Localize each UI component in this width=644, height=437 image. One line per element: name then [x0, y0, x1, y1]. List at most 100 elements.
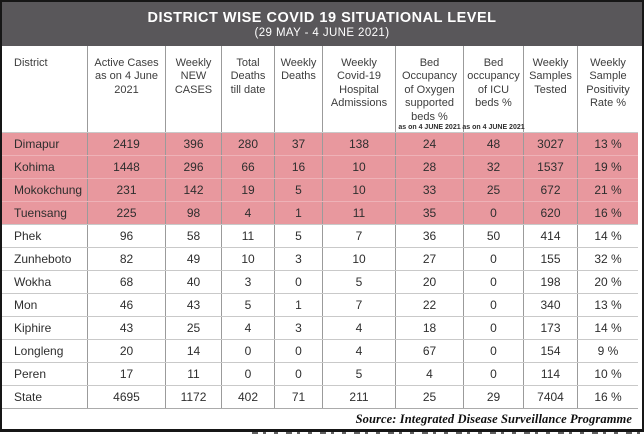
value-cell: 14 %	[594, 321, 622, 335]
district-cell: Kohima	[2, 156, 88, 178]
value-cell: 68	[88, 271, 166, 293]
figure-date-range: (29 MAY - 4 JUNE 2021)	[254, 26, 390, 39]
value-cell: 0	[275, 271, 323, 293]
value-cell: 25	[464, 179, 524, 201]
value-cell: 25	[396, 386, 464, 408]
value-cell: 4	[323, 340, 396, 362]
value-cell: 3	[275, 317, 323, 339]
table-row: Zunheboto 82 49 10 3 10 27 0 155 32 %	[2, 247, 638, 270]
value-cell: 5	[323, 271, 396, 293]
table-header-row: District Active Cases as on 4 June 2021 …	[2, 46, 638, 136]
table-row: Wokha 68 40 3 0 5 20 0 198 20 %	[2, 270, 638, 293]
value-cell: 3	[222, 271, 275, 293]
value-cell: 414	[524, 225, 578, 247]
column-header-oxygen-bed-occupancy: Bed Occupancy of Oxygen supported beds %…	[396, 46, 464, 136]
value-cell: 142	[166, 179, 222, 201]
value-cell: 672	[524, 179, 578, 201]
value-cell: 0	[464, 317, 524, 339]
district-cell: Mon	[2, 294, 88, 316]
table-row: Peren 17 11 0 0 5 4 0 114 10 %	[2, 362, 638, 385]
value-cell: 96	[88, 225, 166, 247]
value-cell: 10	[323, 156, 396, 178]
value-cell: 11	[323, 202, 396, 224]
value-cell: 0	[275, 363, 323, 385]
table-row: Tuensang 225 98 4 1 11 35 0 620 16 %	[2, 201, 638, 224]
value-cell: 13 %	[594, 137, 622, 151]
district-cell: Wokha	[2, 271, 88, 293]
column-header-active-cases: Active Cases as on 4 June 2021	[88, 46, 166, 136]
value-cell: 10	[222, 248, 275, 270]
value-cell: 16	[275, 156, 323, 178]
value-cell: 296	[166, 156, 222, 178]
value-cell: 33	[396, 179, 464, 201]
district-cell: Tuensang	[2, 202, 88, 224]
value-cell: 4	[323, 317, 396, 339]
value-cell: 20	[88, 340, 166, 362]
value-cell: 7404	[524, 386, 578, 408]
value-cell: 19	[222, 179, 275, 201]
value-cell: 16 %	[594, 390, 622, 404]
value-cell: 2419	[88, 133, 166, 155]
value-cell: 3	[275, 248, 323, 270]
value-cell: 198	[524, 271, 578, 293]
value-cell: 10	[323, 248, 396, 270]
value-cell: 17	[88, 363, 166, 385]
cropped-text-remnant	[252, 432, 640, 434]
value-cell: 1	[275, 294, 323, 316]
value-cell: 66	[222, 156, 275, 178]
value-cell: 19 %	[594, 160, 622, 174]
value-cell: 10 %	[594, 367, 622, 381]
icu-bed-date-note: as on 4 JUNE 2021	[462, 124, 525, 132]
column-header-district: District	[2, 46, 88, 136]
value-cell: 231	[88, 179, 166, 201]
value-cell: 138	[323, 133, 396, 155]
value-cell: 0	[222, 363, 275, 385]
value-cell: 4	[396, 363, 464, 385]
value-cell: 43	[166, 294, 222, 316]
value-cell: 36	[396, 225, 464, 247]
cropped-caption-strip	[0, 432, 644, 437]
value-cell: 24	[396, 133, 464, 155]
district-cell: Peren	[2, 363, 88, 385]
value-cell: 50	[464, 225, 524, 247]
value-cell: 14 %	[594, 229, 622, 243]
table-row: Kohima 1448 296 66 16 10 28 32 1537 19 %	[2, 155, 638, 178]
district-cell: Mokokchung	[2, 179, 88, 201]
column-header-weekly-new-cases: Weekly NEW CASES	[166, 46, 222, 136]
source-row: Source: Integrated Disease Surveillance …	[2, 409, 638, 429]
value-cell: 13 %	[594, 298, 622, 312]
table-row: Kiphire 43 25 4 3 4 18 0 173 14 %	[2, 316, 638, 339]
table-row: Mokokchung 231 142 19 5 10 33 25 672 21 %	[2, 178, 638, 201]
value-cell: 5	[275, 179, 323, 201]
value-cell: 37	[275, 133, 323, 155]
value-cell: 280	[222, 133, 275, 155]
value-cell: 402	[222, 386, 275, 408]
value-cell: 11	[166, 363, 222, 385]
table-row: Dimapur 2419 396 280 37 138 24 48 3027 13 %	[2, 132, 638, 155]
table-row: Mon 46 43 5 1 7 22 0 340 13 %	[2, 293, 638, 316]
value-cell: 0	[464, 294, 524, 316]
value-cell: 620	[524, 202, 578, 224]
district-cell: Dimapur	[2, 133, 88, 155]
value-cell: 49	[166, 248, 222, 270]
figure-title: DISTRICT WISE COVID 19 SITUATIONAL LEVEL	[147, 9, 497, 26]
value-cell: 21 %	[594, 183, 622, 197]
value-cell: 173	[524, 317, 578, 339]
value-cell: 27	[396, 248, 464, 270]
value-cell: 340	[524, 294, 578, 316]
column-header-icu-bed-occupancy: Bed occupancy of ICU beds % as on 4 JUNE…	[462, 46, 525, 136]
district-cell: Longleng	[2, 340, 88, 362]
value-cell: 1537	[524, 156, 578, 178]
value-cell: 29	[464, 386, 524, 408]
value-cell: 25	[166, 317, 222, 339]
value-cell: 71	[275, 386, 323, 408]
value-cell: 0	[464, 271, 524, 293]
value-cell: 48	[464, 133, 524, 155]
column-header-hospital-admissions: Weekly Covid-19 Hospital Admissions	[323, 46, 396, 136]
value-cell: 0	[464, 363, 524, 385]
table-body: Dimapur 2419 396 280 37 138 24 48 3027 13 % Kohima…	[2, 132, 638, 409]
value-cell: 5	[323, 363, 396, 385]
value-cell: 20	[396, 271, 464, 293]
value-cell: 40	[166, 271, 222, 293]
value-cell: 1172	[166, 386, 222, 408]
